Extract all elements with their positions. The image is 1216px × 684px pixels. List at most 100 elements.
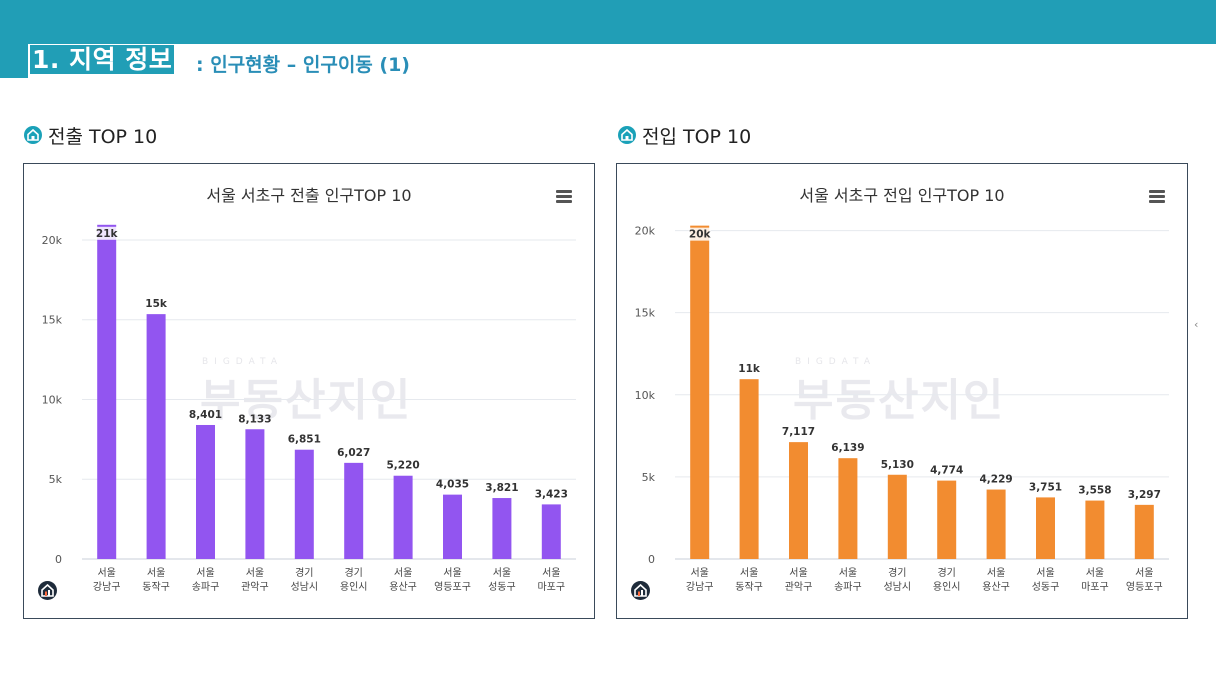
bar bbox=[245, 429, 265, 559]
x-tick-label: 서울 bbox=[542, 567, 560, 579]
bar bbox=[986, 489, 1006, 559]
data-label: 4,229 bbox=[979, 474, 1012, 486]
bar bbox=[393, 475, 413, 559]
x-tick-label: 성동구 bbox=[488, 581, 516, 593]
chart-menu-icon[interactable] bbox=[1149, 190, 1165, 203]
x-tick-label: 서울 bbox=[740, 567, 758, 579]
x-tick-label: 경기 bbox=[937, 566, 955, 579]
y-tick-label: 0 bbox=[55, 553, 62, 566]
bar bbox=[344, 462, 364, 559]
x-tick-label: 영등포구 bbox=[434, 581, 471, 593]
x-tick-label: 서울 bbox=[97, 567, 115, 579]
data-label: 8,401 bbox=[189, 409, 222, 421]
bar bbox=[196, 424, 215, 559]
x-tick-label: 서울 bbox=[493, 567, 511, 579]
bar bbox=[1036, 497, 1055, 559]
chart-card-outflow: BIGDATA 부동산지인 0 5k 10k 15k 20k 21k 서울 강남구 15k 서울 동… bbox=[23, 163, 595, 619]
data-label: 8,133 bbox=[238, 413, 271, 425]
bar bbox=[937, 480, 957, 559]
x-tick-label: 강남구 bbox=[686, 581, 714, 593]
data-label: 5,130 bbox=[881, 459, 914, 471]
x-tick-label: 서울 bbox=[246, 567, 264, 579]
section-heading-label: 전입 TOP 10 bbox=[642, 125, 752, 148]
brand-logo-icon bbox=[631, 581, 650, 600]
x-tick-label: 서울 bbox=[690, 567, 708, 579]
x-tick-label: 서울 bbox=[789, 567, 807, 579]
x-tick-label: 용산구 bbox=[389, 581, 417, 593]
x-tick-label: 관악구 bbox=[241, 581, 269, 593]
x-tick-label: 관악구 bbox=[785, 581, 813, 593]
y-tick-label: 15k bbox=[42, 314, 63, 327]
section-heading-inflow: 전입 TOP 10 bbox=[618, 122, 751, 148]
bar bbox=[739, 379, 759, 559]
page-subtitle: : 인구현황 – 인구이동 (1) bbox=[196, 54, 410, 76]
watermark-caption: BIGDATA bbox=[795, 357, 876, 367]
x-tick-label: 서울 bbox=[1135, 567, 1153, 579]
brand-logo-icon bbox=[38, 581, 57, 600]
bar bbox=[690, 225, 710, 559]
x-tick-label: 성남시 bbox=[290, 581, 318, 593]
y-tick-label: 15k bbox=[635, 307, 656, 320]
x-tick-label: 서울 bbox=[443, 567, 461, 579]
x-tick-label: 동작구 bbox=[735, 581, 763, 593]
y-tick-label: 0 bbox=[648, 553, 655, 566]
x-tick-label: 서울 bbox=[1036, 567, 1054, 579]
chart-menu-icon[interactable] bbox=[556, 190, 572, 203]
x-tick-label: 영등포구 bbox=[1126, 581, 1163, 593]
section-heading-label: 전출 TOP 10 bbox=[48, 125, 158, 148]
y-tick-label: 5k bbox=[49, 473, 63, 486]
x-tick-label: 서울 bbox=[147, 567, 165, 579]
data-label: 7,117 bbox=[782, 426, 815, 438]
x-tick-label: 동작구 bbox=[142, 581, 170, 593]
y-tick-label: 20k bbox=[635, 225, 656, 238]
x-tick-label: 경기 bbox=[295, 566, 313, 579]
home-icon bbox=[618, 126, 636, 144]
data-label-bg bbox=[688, 227, 711, 241]
y-tick-label: 10k bbox=[42, 393, 63, 406]
bar bbox=[541, 504, 561, 559]
y-tick-label: 20k bbox=[42, 234, 63, 247]
data-label: 21k bbox=[96, 228, 119, 240]
bar bbox=[443, 494, 462, 559]
x-tick-label: 서울 bbox=[987, 567, 1005, 579]
data-label: 3,297 bbox=[1128, 489, 1161, 501]
data-label: 4,774 bbox=[930, 465, 963, 477]
data-label: 6,851 bbox=[288, 434, 321, 446]
x-tick-label: 경기 bbox=[344, 566, 362, 579]
bar bbox=[838, 458, 858, 559]
data-label: 4,035 bbox=[436, 479, 469, 491]
y-tick-label: 5k bbox=[642, 471, 656, 484]
chart-card-inflow: BIGDATA 부동산지인 0 5k 10k 15k 20k 20k 서울 강남구 11k 서울 동… bbox=[616, 163, 1188, 619]
bar bbox=[1134, 504, 1154, 559]
side-chevron-icon[interactable]: ‹ bbox=[1194, 318, 1199, 331]
data-label: 3,558 bbox=[1078, 485, 1111, 497]
data-label: 15k bbox=[145, 298, 168, 310]
bar bbox=[492, 498, 512, 559]
bar bbox=[97, 224, 117, 560]
x-tick-label: 서울 bbox=[839, 567, 857, 579]
header-title-strip bbox=[28, 44, 1216, 78]
x-tick-label: 용산구 bbox=[982, 581, 1010, 593]
page-title: 1. 지역 정보 bbox=[30, 45, 175, 74]
bar bbox=[1085, 500, 1105, 559]
bar bbox=[887, 474, 907, 559]
data-label: 3,821 bbox=[485, 482, 518, 494]
data-label: 6,027 bbox=[337, 447, 370, 459]
x-tick-label: 송파구 bbox=[192, 581, 220, 593]
section-heading-outflow: 전출 TOP 10 bbox=[24, 122, 157, 148]
x-tick-label: 마포구 bbox=[1081, 581, 1109, 593]
x-tick-label: 경기 bbox=[888, 566, 906, 579]
data-label: 11k bbox=[738, 363, 761, 375]
watermark-caption: BIGDATA bbox=[202, 357, 283, 367]
chart-title: 서울 서초구 전입 인구TOP 10 bbox=[799, 186, 1005, 205]
home-icon bbox=[24, 126, 42, 144]
y-tick-label: 10k bbox=[635, 389, 656, 402]
data-label: 20k bbox=[689, 229, 712, 241]
data-label: 3,751 bbox=[1029, 481, 1062, 493]
x-tick-label: 송파구 bbox=[834, 581, 862, 593]
x-tick-label: 성남시 bbox=[883, 581, 911, 593]
x-tick-label: 성동구 bbox=[1032, 581, 1060, 593]
data-label: 6,139 bbox=[831, 442, 864, 454]
